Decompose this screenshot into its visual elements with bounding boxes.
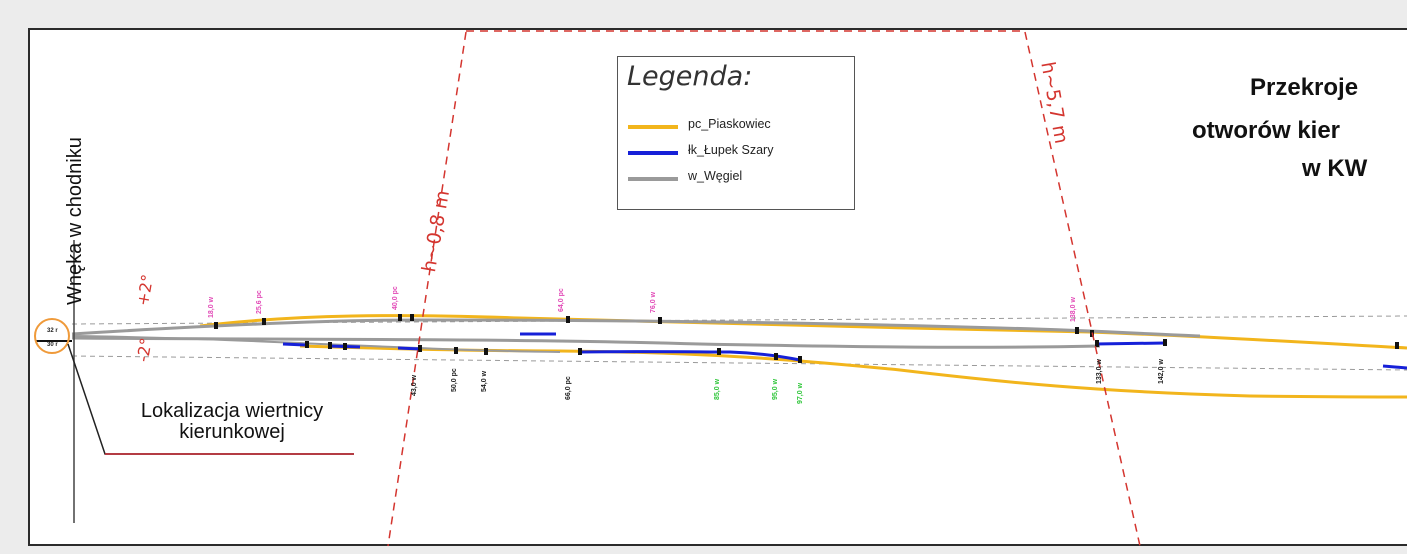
shale-segment [397,346,421,351]
depth-label-upper: 40,0 pc [392,286,399,310]
legend-label: łk_Łupek Szary [688,143,774,157]
depth-label-lower: 43,0 w [411,374,418,396]
niche-label: Wnęka w chodniku [64,137,86,305]
lower-hole-sandstone [299,344,1407,399]
rig-position-marker [34,318,70,354]
depth-label-upper: 25,6 pc [256,290,263,314]
rig-location-label: Lokalizacja wiertnicy kierunkowej [110,401,354,443]
upper-hole-sandstone [199,314,1407,350]
legend-label: w_Węgiel [688,169,743,183]
legend-swatch-coal [628,177,678,181]
coal-seam-lower [71,336,1101,349]
shale-segment [282,342,306,347]
shaft-line-right [1024,31,1141,547]
title-line-2: otworów kier [1192,117,1341,144]
depth-label-upper: 76,0 w [650,291,657,313]
title-line-1: Przekroje [1250,74,1359,101]
legend: Legenda: pc_Piaskowiec łk_Łupek Szary w_… [617,56,855,210]
title-line-3: w KW [1302,155,1368,182]
depth-label-green: 85,0 w [714,378,721,400]
shale-segment [1382,364,1407,370]
legend-title: Legenda: [627,61,753,92]
legend-label: pc_Piaskowiec [688,117,771,131]
coal-seam-middle [71,335,561,353]
rig-location-line-1: Lokalizacja wiertnicy [140,400,324,422]
depth-label-upper: 138,0 w [1070,297,1077,322]
shale-segment [1094,341,1166,346]
depth-label-lower: 66,0 pc [565,376,572,400]
depth-label-lower: 133,0 w [1096,359,1103,384]
legend-swatch-sandstone [628,125,678,129]
rig-marker-label-bottom: 30 r [47,342,58,348]
depth-label-upper: 64,0 pc [558,288,565,312]
depth-label-lower: 50,0 pc [451,368,458,392]
reference-line-upper [71,315,1407,325]
rig-marker-label-top: 32 r [47,328,58,334]
reference-line-lower [71,355,1407,371]
shaft-line-left [387,31,467,547]
legend-swatch-shale [628,151,678,155]
depth-label-green: 95,0 w [772,378,779,400]
rig-location-line-2: kierunkowej [179,421,285,443]
depth-label-upper: 18,0 w [208,296,215,318]
depth-label-green: 97,0 w [797,382,804,404]
depth-label-lower: 142,0 w [1158,359,1165,384]
boundary-ticks [214,314,1399,363]
depth-label-lower: 54,0 w [481,370,488,392]
